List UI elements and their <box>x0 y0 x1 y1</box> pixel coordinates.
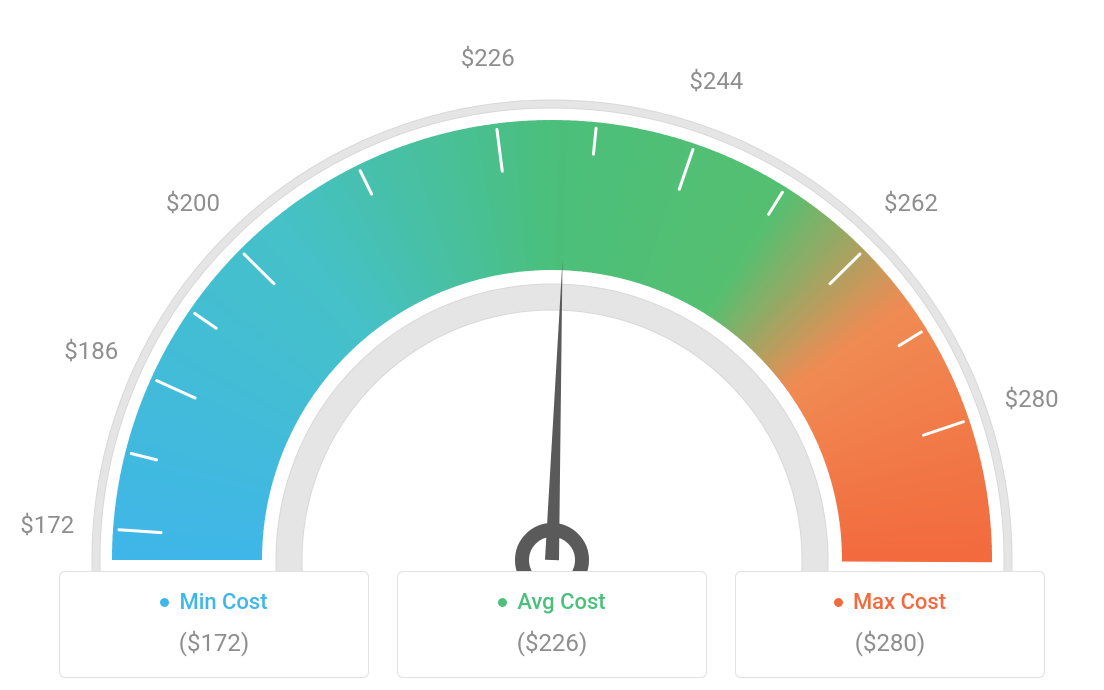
legend-value-max: ($280) <box>736 629 1044 657</box>
legend-title-avg: Avg Cost <box>498 590 605 615</box>
legend-card-avg: Avg Cost ($226) <box>397 571 707 678</box>
gauge-tick-label: $244 <box>689 67 743 95</box>
gauge-tick-label: $280 <box>1005 385 1059 413</box>
gauge-tick-label: $200 <box>166 189 220 217</box>
gauge-tick-label: $226 <box>461 44 515 72</box>
legend-title-text: Min Cost <box>179 590 267 615</box>
legend-title-text: Avg Cost <box>517 590 605 615</box>
legend-value-min: ($172) <box>60 629 368 657</box>
legend-card-min: Min Cost ($172) <box>59 571 369 678</box>
dot-icon <box>498 598 507 607</box>
legend-card-max: Max Cost ($280) <box>735 571 1045 678</box>
gauge-svg <box>0 40 1104 600</box>
gauge-tick-label: $172 <box>20 511 74 539</box>
gauge-chart: $172 $186 $200 $226 $244 $262 $280 <box>0 0 1104 560</box>
dot-icon <box>834 598 843 607</box>
dot-icon <box>160 598 169 607</box>
legend-value-avg: ($226) <box>398 629 706 657</box>
legend-title-min: Min Cost <box>160 590 267 615</box>
legend-title-text: Max Cost <box>853 590 946 615</box>
gauge-tick-label: $186 <box>64 337 118 365</box>
gauge-tick-label: $262 <box>884 189 938 217</box>
legend-row: Min Cost ($172) Avg Cost ($226) Max Cost… <box>0 571 1104 678</box>
legend-title-max: Max Cost <box>834 590 946 615</box>
